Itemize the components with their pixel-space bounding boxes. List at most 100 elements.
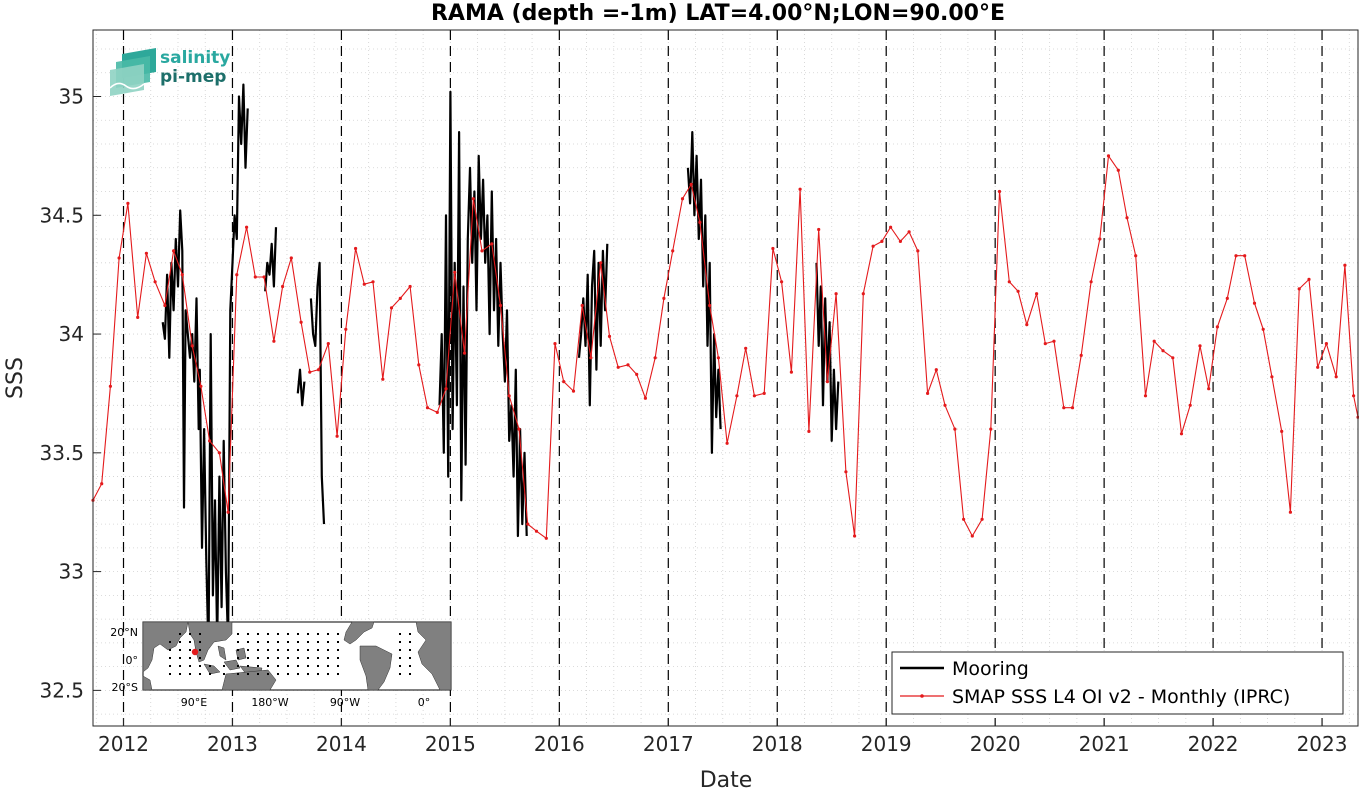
mooring-line-segment xyxy=(309,261,326,525)
smap-point xyxy=(680,197,685,201)
smap-point xyxy=(190,344,194,348)
buoy-dot xyxy=(179,673,181,675)
buoy-dot xyxy=(409,665,411,667)
mooring-line-segment xyxy=(161,83,249,656)
smap-point xyxy=(1116,168,1120,172)
x-tick-label: 2019 xyxy=(861,732,912,756)
mooring-line-segment xyxy=(438,90,528,538)
buoy-dot xyxy=(179,649,181,651)
smap-point xyxy=(326,342,330,346)
buoy-array-dots xyxy=(169,633,411,675)
buoy-dot xyxy=(297,649,299,651)
smap-point xyxy=(1207,387,1211,391)
legend-smap-label: SMAP SSS L4 OI v2 - Monthly (IPRC) xyxy=(952,686,1290,708)
map-lat-0: 0° xyxy=(126,654,139,667)
buoy-dot xyxy=(327,657,329,659)
buoy-dot xyxy=(327,633,329,635)
buoy-dot xyxy=(189,665,191,667)
smap-point xyxy=(798,187,802,191)
smap-point xyxy=(100,482,104,486)
smap-point xyxy=(607,334,612,338)
x-tick-label: 2020 xyxy=(970,732,1021,756)
smap-point xyxy=(571,389,576,393)
buoy-dot xyxy=(189,657,191,659)
smap-point xyxy=(752,394,757,398)
buoy-dot xyxy=(257,633,259,635)
smap-point xyxy=(580,303,584,308)
buoy-dot xyxy=(189,649,191,651)
buoy-dot xyxy=(317,657,319,659)
buoy-dot xyxy=(327,649,329,651)
series-layer xyxy=(91,83,1359,656)
smap-point xyxy=(1098,237,1102,241)
buoy-dot xyxy=(307,641,309,643)
buoy-dot xyxy=(337,673,339,675)
buoy-dot xyxy=(307,673,309,675)
smap-point xyxy=(289,256,293,260)
smap-point xyxy=(817,227,821,232)
buoy-dot xyxy=(277,673,279,675)
buoy-dot xyxy=(307,657,309,659)
smap-point xyxy=(471,197,475,201)
buoy-dot xyxy=(247,649,249,651)
x-tick-label: 2022 xyxy=(1188,732,1239,756)
smap-point xyxy=(362,282,366,286)
buoy-dot xyxy=(257,649,259,651)
buoy-dot xyxy=(337,641,339,643)
buoy-dot xyxy=(399,649,401,651)
smap-point xyxy=(635,372,639,376)
inset-map: 20°N 0° 20°S 90°E 180°W 90°W 0° xyxy=(110,621,452,709)
buoy-dot xyxy=(223,673,225,675)
smap-point xyxy=(435,410,439,414)
y-tick-label: 33.5 xyxy=(39,441,84,465)
smap-point xyxy=(725,441,729,445)
buoy-dot xyxy=(277,665,279,667)
buoy-dot xyxy=(399,657,401,659)
smap-point xyxy=(425,406,430,410)
smap-point xyxy=(889,225,893,229)
buoy-dot xyxy=(267,665,269,667)
y-axis: 32.5 33 33.5 34 34.5 35 xyxy=(39,85,101,702)
smap-point xyxy=(1152,339,1156,343)
smap-point xyxy=(1270,375,1274,379)
smap-point xyxy=(172,249,176,253)
smap-point xyxy=(671,249,675,253)
buoy-dot xyxy=(247,657,249,659)
smap-point xyxy=(861,292,865,296)
plot-frame xyxy=(92,29,1359,727)
smap-point xyxy=(562,380,566,384)
chart-title: RAMA (depth =-1m) LAT=4.00°N;LON=90.00°E xyxy=(431,1,1005,26)
mooring-line-segment xyxy=(577,243,609,407)
y-tick-label: 34.5 xyxy=(39,203,84,227)
buoy-dot xyxy=(277,649,279,651)
smap-point xyxy=(1343,263,1347,267)
buoy-dot xyxy=(199,641,201,643)
buoy-dot xyxy=(179,633,181,635)
buoy-dot xyxy=(409,673,411,675)
buoy-dot xyxy=(399,633,401,635)
smap-point xyxy=(1079,353,1083,357)
smap-point xyxy=(716,356,721,360)
smap-point xyxy=(844,470,848,474)
buoy-dot xyxy=(337,649,339,651)
smap-point xyxy=(480,249,484,253)
smap-point xyxy=(553,342,557,346)
map-lon-90w: 90°W xyxy=(330,696,360,709)
buoy-dot xyxy=(247,641,249,643)
smap-point xyxy=(1252,301,1257,305)
buoy-dot xyxy=(307,649,309,651)
smap-point xyxy=(1179,432,1184,436)
wave-logo-icon xyxy=(109,48,156,96)
smap-point xyxy=(126,201,130,205)
buoy-dot xyxy=(209,665,211,667)
buoy-dot xyxy=(409,649,411,651)
buoy-dot xyxy=(237,673,239,675)
buoy-dot xyxy=(237,641,239,643)
smap-point xyxy=(980,517,984,521)
smap-point xyxy=(235,273,239,277)
mooring-line-segment xyxy=(686,131,722,454)
smap-point xyxy=(253,275,257,279)
x-tick-label: 2017 xyxy=(643,732,694,756)
smap-point xyxy=(962,517,966,521)
x-tick-label: 2016 xyxy=(534,732,585,756)
